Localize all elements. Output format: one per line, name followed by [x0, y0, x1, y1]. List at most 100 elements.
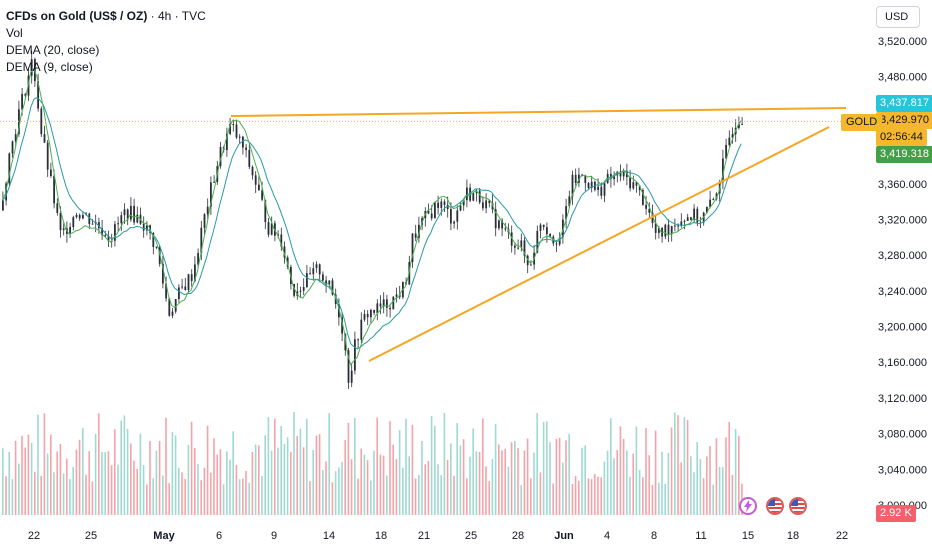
candle-body: [658, 227, 660, 233]
candle-body: [552, 236, 555, 244]
symbol-meta: · 4h · TVC: [147, 9, 206, 23]
candle-body: [709, 199, 711, 208]
candle-body: [21, 93, 23, 110]
volume-bar: [686, 419, 689, 515]
volume-bar: [142, 464, 145, 515]
volume-bar: [184, 478, 186, 515]
volume-bar: [638, 469, 641, 515]
volume-bar: [101, 452, 103, 515]
volume-bar: [501, 450, 503, 515]
volume-bar: [251, 452, 254, 515]
candle-body: [725, 144, 727, 159]
candle-body: [72, 217, 75, 228]
candle-body: [370, 309, 372, 318]
candle-body: [315, 264, 318, 269]
candle-body: [667, 224, 670, 235]
candle-body: [165, 283, 167, 299]
volume-bar: [210, 472, 212, 515]
candle-body: [350, 370, 353, 383]
candle-body: [357, 339, 359, 341]
volume-bar: [162, 475, 164, 515]
volume-bar: [344, 440, 346, 515]
candle-body: [325, 280, 327, 285]
volume-bar: [664, 483, 666, 515]
candle-body: [174, 299, 177, 312]
volume-bar: [331, 482, 334, 515]
candle-body: [267, 222, 270, 235]
us-flag-icon[interactable]: [789, 497, 807, 515]
volume-bar: [712, 484, 714, 515]
volume-bar: [226, 451, 228, 515]
candle-body: [203, 214, 206, 228]
volume-bar: [309, 481, 311, 515]
candle-body: [603, 182, 606, 196]
volume-bar: [718, 466, 721, 515]
candle-body: [98, 222, 100, 229]
volume-bar: [491, 458, 494, 515]
volume-bar: [453, 475, 455, 515]
legend-dema-9[interactable]: DEMA (9, close): [6, 60, 93, 74]
candle-body: [62, 228, 65, 231]
candle-body: [331, 280, 334, 295]
candle-body: [654, 223, 657, 233]
volume-bar: [411, 424, 414, 515]
legend-dema-20[interactable]: DEMA (20, close): [6, 43, 100, 57]
volume-bar: [658, 482, 660, 515]
currency-button[interactable]: USD: [876, 6, 920, 28]
volume-bar: [418, 474, 420, 515]
candle-body: [450, 208, 452, 224]
candle-body: [382, 299, 385, 307]
volume-bar: [43, 413, 46, 515]
lower-price-tag: 3,419.318: [876, 146, 932, 163]
candle-body: [238, 136, 241, 138]
candle-body: [670, 226, 673, 235]
candle-body: [510, 232, 513, 246]
candle-body: [456, 210, 459, 222]
candle-body: [619, 171, 622, 177]
legend-vol[interactable]: Vol: [6, 26, 23, 40]
candle-body: [194, 264, 196, 281]
volume-bar: [264, 435, 266, 515]
volume-bar: [626, 450, 628, 515]
candle-body: [360, 319, 363, 340]
volume-bar: [370, 480, 372, 515]
candle-body: [299, 290, 302, 292]
candle-body: [363, 313, 366, 320]
volume-bar: [174, 435, 177, 515]
candle-body: [187, 274, 190, 290]
volume-bar: [376, 417, 378, 515]
x-tick-label: 8: [651, 530, 657, 542]
candle-body: [462, 200, 465, 206]
candle-body: [555, 243, 558, 245]
volume-bar: [299, 428, 302, 515]
candle-body: [14, 134, 17, 142]
x-tick-label: 25: [85, 530, 97, 542]
volume-bar: [325, 461, 327, 515]
candle-body: [434, 202, 436, 219]
candle-body: [389, 307, 391, 310]
volume-bar: [306, 418, 308, 515]
candle-body: [395, 294, 398, 297]
y-tick-label: 3,360.000: [878, 179, 927, 191]
candle-body: [587, 183, 590, 188]
us-flag-icon[interactable]: [766, 497, 784, 515]
candle-body: [427, 211, 430, 214]
candle-body: [30, 59, 33, 76]
volume-bar: [274, 418, 276, 515]
candle-body: [354, 339, 356, 371]
volume-bar: [728, 421, 730, 515]
volume-bar: [642, 477, 644, 515]
y-tick-label: 3,080.000: [878, 429, 927, 441]
candle-body: [430, 213, 433, 219]
candle-body: [600, 186, 603, 196]
lightning-icon[interactable]: [739, 497, 757, 515]
symbol-title[interactable]: CFDs on Gold (US$ / OZ) · 4h · TVC: [6, 8, 206, 25]
volume-bar: [350, 459, 353, 515]
candle-body: [613, 175, 615, 180]
volume-bar: [446, 459, 449, 515]
volume-bar: [603, 461, 606, 515]
support-trendline: [368, 126, 830, 362]
candle-body: [526, 255, 529, 266]
volume-bar: [539, 472, 542, 515]
